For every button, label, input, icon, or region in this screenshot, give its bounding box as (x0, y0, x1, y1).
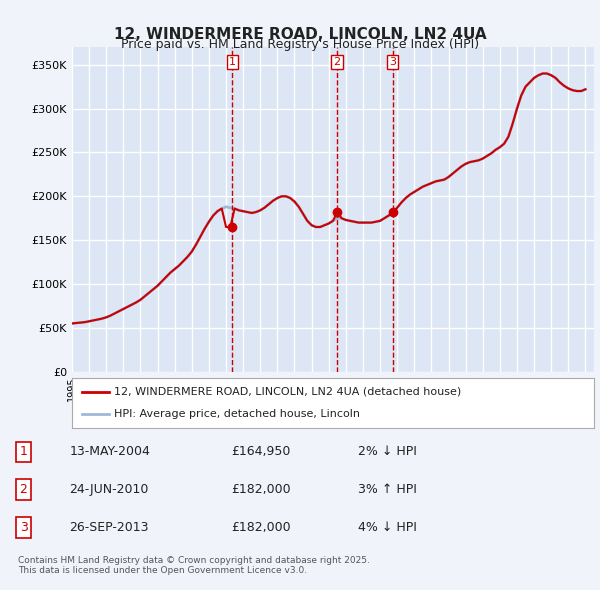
Text: Price paid vs. HM Land Registry's House Price Index (HPI): Price paid vs. HM Land Registry's House … (121, 38, 479, 51)
Text: 12, WINDERMERE ROAD, LINCOLN, LN2 4UA: 12, WINDERMERE ROAD, LINCOLN, LN2 4UA (113, 27, 487, 41)
Text: 24-JUN-2010: 24-JUN-2010 (70, 483, 149, 496)
Text: £182,000: £182,000 (231, 521, 290, 534)
Text: 3% ↑ HPI: 3% ↑ HPI (358, 483, 416, 496)
Text: 1: 1 (229, 57, 236, 67)
Text: £164,950: £164,950 (231, 445, 290, 458)
Text: 2: 2 (20, 483, 28, 496)
Text: 1: 1 (20, 445, 28, 458)
Text: 3: 3 (389, 57, 396, 67)
Text: 2% ↓ HPI: 2% ↓ HPI (358, 445, 416, 458)
Text: Contains HM Land Registry data © Crown copyright and database right 2025.
This d: Contains HM Land Registry data © Crown c… (18, 556, 370, 575)
Text: 4% ↓ HPI: 4% ↓ HPI (358, 521, 416, 534)
Text: 3: 3 (20, 521, 28, 534)
Text: 26-SEP-2013: 26-SEP-2013 (70, 521, 149, 534)
Text: £182,000: £182,000 (231, 483, 290, 496)
Text: 12, WINDERMERE ROAD, LINCOLN, LN2 4UA (detached house): 12, WINDERMERE ROAD, LINCOLN, LN2 4UA (d… (114, 386, 461, 396)
Text: 13-MAY-2004: 13-MAY-2004 (70, 445, 151, 458)
Text: 2: 2 (334, 57, 340, 67)
Text: HPI: Average price, detached house, Lincoln: HPI: Average price, detached house, Linc… (114, 409, 360, 419)
